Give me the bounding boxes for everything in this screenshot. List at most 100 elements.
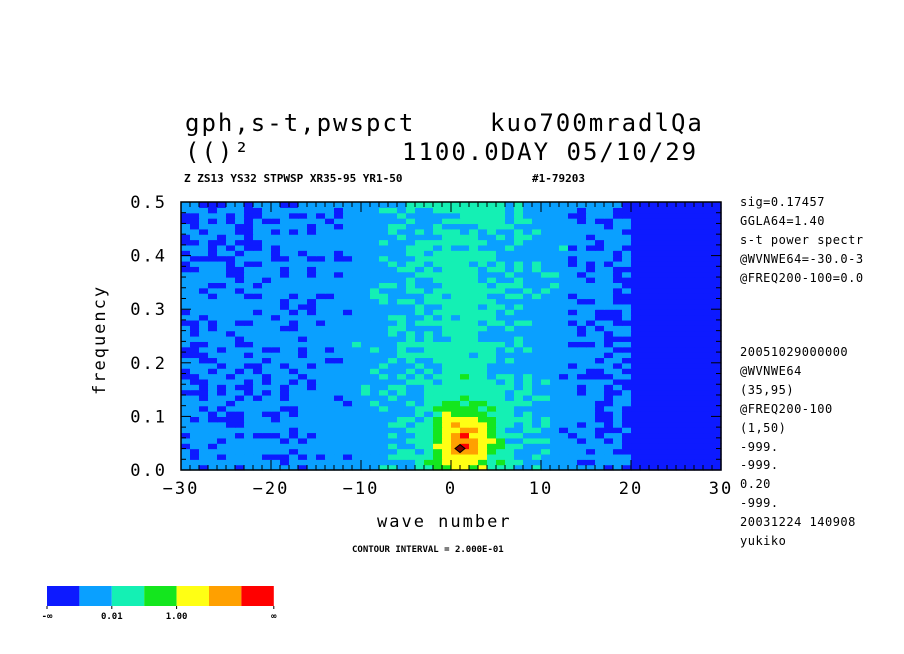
- field-cell: [424, 405, 434, 412]
- field-cell: [613, 223, 623, 230]
- field-cell: [442, 287, 452, 294]
- field-cell: [199, 373, 209, 380]
- field-cell: [433, 443, 443, 450]
- field-cell: [658, 362, 668, 369]
- field-cell: [298, 341, 308, 348]
- field-cell: [541, 405, 551, 412]
- field-cell: [244, 228, 254, 235]
- field-cell: [676, 223, 686, 230]
- field-cell: [307, 271, 317, 278]
- field-cell: [343, 319, 353, 326]
- field-cell: [442, 378, 452, 385]
- field-cell: [406, 298, 416, 305]
- field-cell: [235, 212, 245, 219]
- field-cell: [262, 260, 272, 267]
- field-cell: [433, 255, 443, 262]
- field-cell: [586, 346, 596, 353]
- field-cell: [451, 453, 461, 460]
- field-cell: [325, 319, 335, 326]
- field-cell: [388, 443, 398, 450]
- field-cell: [271, 309, 281, 316]
- field-cell: [586, 378, 596, 385]
- field-cell: [271, 239, 281, 246]
- field-cell: [478, 352, 488, 359]
- field-cell: [181, 400, 191, 407]
- field-cell: [370, 293, 380, 300]
- field-cell: [406, 218, 416, 225]
- field-cell: [523, 303, 533, 310]
- field-cell: [262, 223, 272, 230]
- field-cell: [253, 384, 263, 391]
- x-tick-label: −20: [253, 479, 290, 499]
- field-cell: [379, 287, 389, 294]
- field-cell: [658, 260, 668, 267]
- field-cell: [487, 228, 497, 235]
- field-cell: [325, 293, 335, 300]
- field-cell: [469, 255, 479, 262]
- field-cell: [568, 378, 578, 385]
- field-cell: [496, 427, 506, 434]
- field-cell: [487, 239, 497, 246]
- field-cell: [541, 293, 551, 300]
- field-cell: [505, 266, 515, 273]
- field-cell: [361, 202, 371, 208]
- field-cell: [613, 212, 623, 219]
- field-cell: [424, 250, 434, 257]
- field-cell: [541, 314, 551, 321]
- field-cell: [514, 368, 524, 375]
- field-cell: [487, 384, 497, 391]
- field-cell: [280, 218, 290, 225]
- field-cell: [298, 202, 308, 208]
- field-cell: [316, 464, 326, 471]
- field-cell: [289, 303, 299, 310]
- field-cell: [217, 218, 227, 225]
- field-cell: [199, 416, 209, 423]
- field-cell: [622, 228, 632, 235]
- field-cell: [307, 207, 317, 214]
- field-cell: [289, 459, 299, 466]
- field-cell: [316, 309, 326, 316]
- field-cell: [424, 341, 434, 348]
- field-cell: [496, 336, 506, 342]
- field-cell: [388, 212, 398, 219]
- field-cell: [181, 432, 191, 439]
- field-cell: [550, 228, 560, 235]
- field-cell: [613, 228, 623, 235]
- field-cell: [694, 432, 704, 439]
- field-cell: [541, 416, 551, 423]
- field-cell: [451, 437, 461, 444]
- field-cell: [550, 427, 560, 434]
- field-cell: [496, 437, 506, 444]
- field-cell: [577, 239, 587, 246]
- field-cell: [343, 405, 353, 412]
- field-cell: [424, 330, 434, 337]
- field-cell: [325, 357, 335, 364]
- field-cell: [388, 298, 398, 305]
- field-cell: [460, 218, 470, 225]
- field-cell: [712, 314, 722, 321]
- field-cell: [415, 287, 425, 294]
- field-cell: [514, 411, 524, 417]
- field-cell: [631, 416, 641, 423]
- field-cell: [577, 202, 587, 208]
- field-cell: [577, 277, 587, 283]
- field-cell: [352, 394, 362, 401]
- field-cell: [451, 266, 461, 273]
- field-cell: [325, 400, 335, 407]
- field-cell: [460, 282, 470, 289]
- field-cell: [406, 373, 416, 380]
- field-cell: [307, 228, 317, 235]
- field-cell: [415, 234, 425, 241]
- field-cell: [478, 357, 488, 364]
- field-cell: [343, 212, 353, 219]
- field-cell: [685, 443, 695, 450]
- field-cell: [523, 287, 533, 294]
- field-cell: [361, 378, 371, 385]
- field-cell: [433, 212, 443, 219]
- field-cell: [649, 443, 659, 450]
- field-cell: [325, 255, 335, 262]
- field-cell: [622, 277, 632, 283]
- field-cell: [442, 303, 452, 310]
- field-cell: [613, 453, 623, 460]
